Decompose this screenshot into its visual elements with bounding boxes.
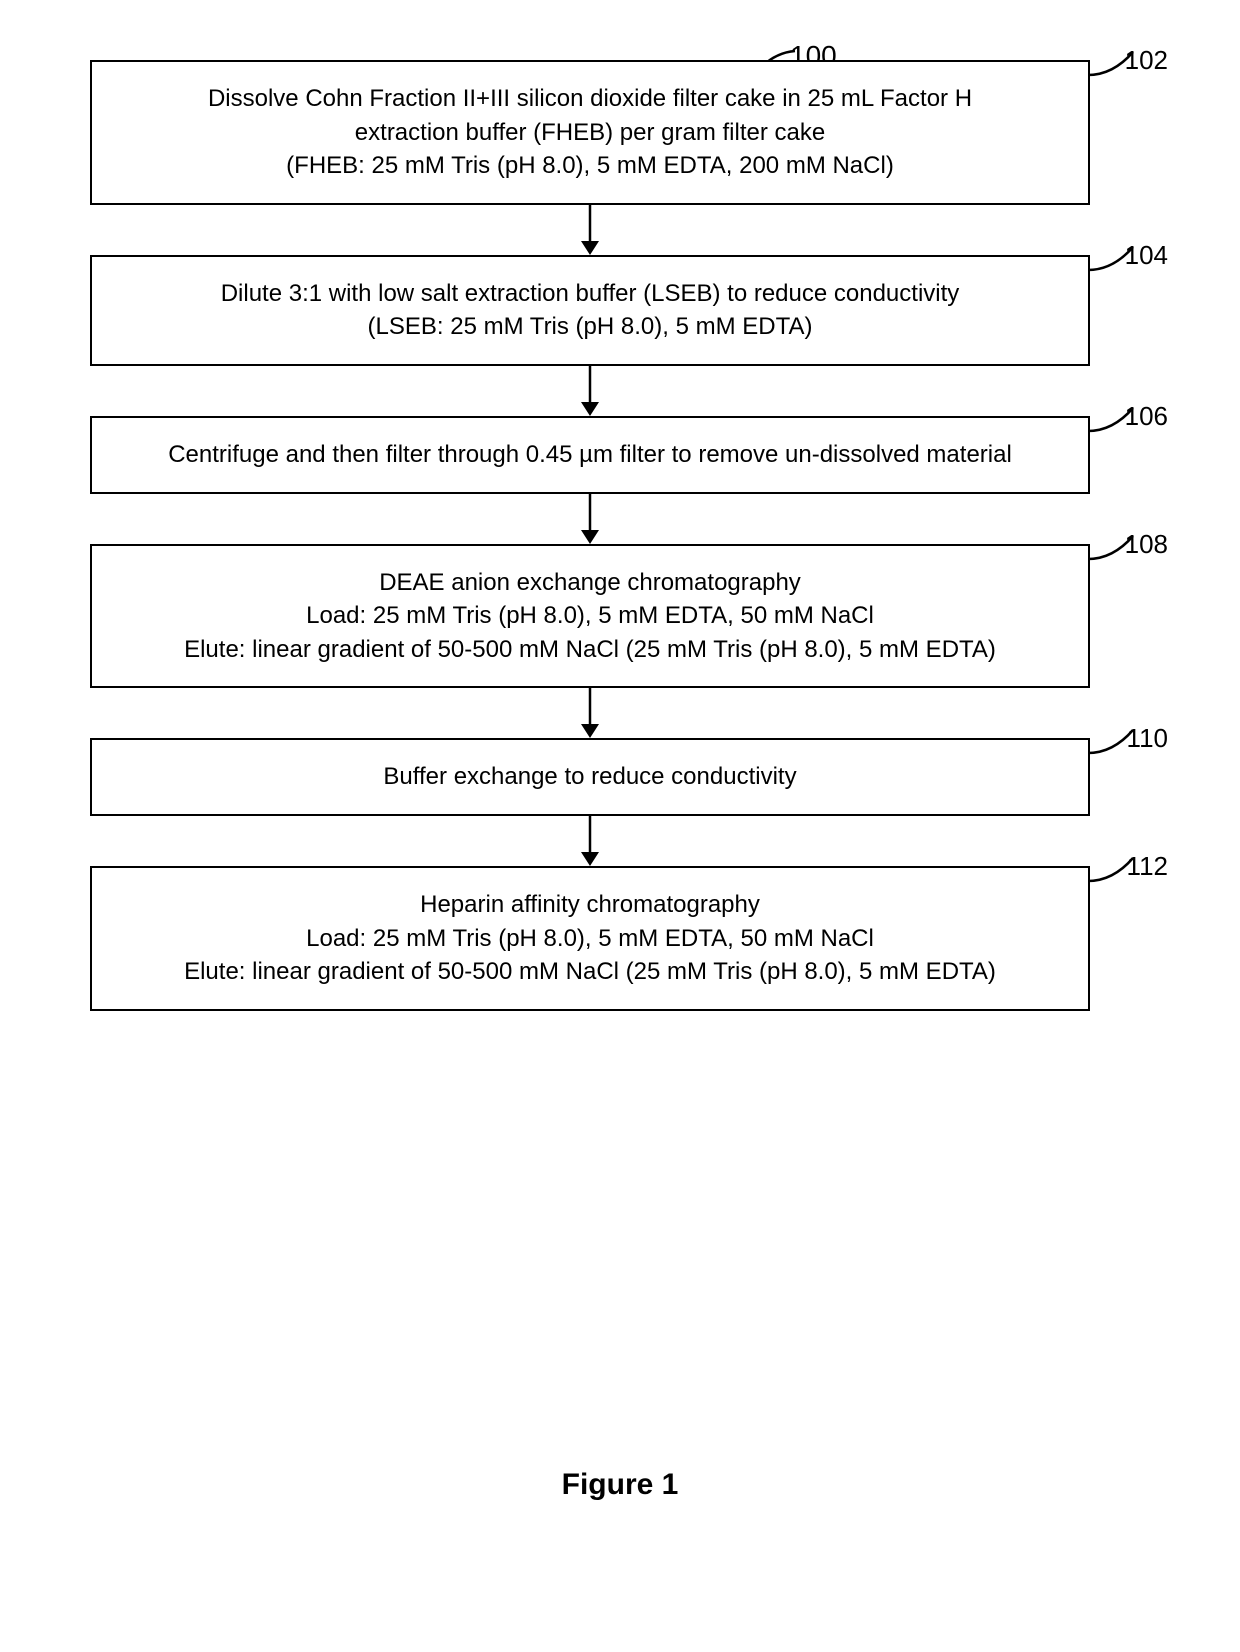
arrow-connector xyxy=(90,494,1090,544)
step-number-label: 110 xyxy=(1127,720,1168,756)
step-number-label: 108 xyxy=(1125,526,1168,562)
step-group: 102Dissolve Cohn Fraction II+III silicon… xyxy=(90,60,1190,205)
step-text-line: Heparin affinity chromatography xyxy=(122,888,1058,922)
step-text-line: DEAE anion exchange chromatography xyxy=(122,566,1058,600)
step-text-line: Elute: linear gradient of 50-500 mM NaCl… xyxy=(122,633,1058,667)
step-text-line: Dissolve Cohn Fraction II+III silicon di… xyxy=(122,82,1058,116)
arrow-connector xyxy=(90,205,1090,255)
arrow-down-icon xyxy=(575,205,605,255)
step-text-line: (LSEB: 25 mM Tris (pH 8.0), 5 mM EDTA) xyxy=(122,310,1058,344)
arrow-connector xyxy=(90,816,1090,866)
step-number-label: 106 xyxy=(1125,398,1168,434)
arrow-connector xyxy=(90,688,1090,738)
step-box: 110Buffer exchange to reduce conductivit… xyxy=(90,738,1090,816)
step-box: 104Dilute 3:1 with low salt extraction b… xyxy=(90,255,1090,366)
step-box: 108DEAE anion exchange chromatographyLoa… xyxy=(90,544,1090,689)
step-text-line: Buffer exchange to reduce conductivity xyxy=(122,760,1058,794)
step-group: 106Centrifuge and then filter through 0.… xyxy=(90,416,1190,494)
step-text-line: Load: 25 mM Tris (pH 8.0), 5 mM EDTA, 50… xyxy=(122,599,1058,633)
step-box: 106Centrifuge and then filter through 0.… xyxy=(90,416,1090,494)
step-text-line: Load: 25 mM Tris (pH 8.0), 5 mM EDTA, 50… xyxy=(122,922,1058,956)
step-text-line: (FHEB: 25 mM Tris (pH 8.0), 5 mM EDTA, 2… xyxy=(122,149,1058,183)
step-group: 108DEAE anion exchange chromatographyLoa… xyxy=(90,544,1190,689)
step-text-line: Dilute 3:1 with low salt extraction buff… xyxy=(122,277,1058,311)
step-group: 112Heparin affinity chromatographyLoad: … xyxy=(90,866,1190,1011)
arrow-connector xyxy=(90,366,1090,416)
step-text-line: Centrifuge and then filter through 0.45 … xyxy=(122,438,1058,472)
arrow-down-icon xyxy=(575,366,605,416)
step-number-label: 112 xyxy=(1127,848,1168,884)
figure-caption: Figure 1 xyxy=(0,1468,1240,1502)
step-number-label: 102 xyxy=(1125,42,1168,78)
step-group: 110Buffer exchange to reduce conductivit… xyxy=(90,738,1190,816)
arrow-down-icon xyxy=(575,688,605,738)
step-box: 102Dissolve Cohn Fraction II+III silicon… xyxy=(90,60,1090,205)
step-group: 104Dilute 3:1 with low salt extraction b… xyxy=(90,255,1190,366)
arrow-down-icon xyxy=(575,816,605,866)
arrow-down-icon xyxy=(575,494,605,544)
step-number-label: 104 xyxy=(1125,237,1168,273)
step-text-line: Elute: linear gradient of 50-500 mM NaCl… xyxy=(122,955,1058,989)
step-text-line: extraction buffer (FHEB) per gram filter… xyxy=(122,116,1058,150)
step-box: 112Heparin affinity chromatographyLoad: … xyxy=(90,866,1090,1011)
flowchart-container: 100 102Dissolve Cohn Fraction II+III sil… xyxy=(90,0,1190,1011)
